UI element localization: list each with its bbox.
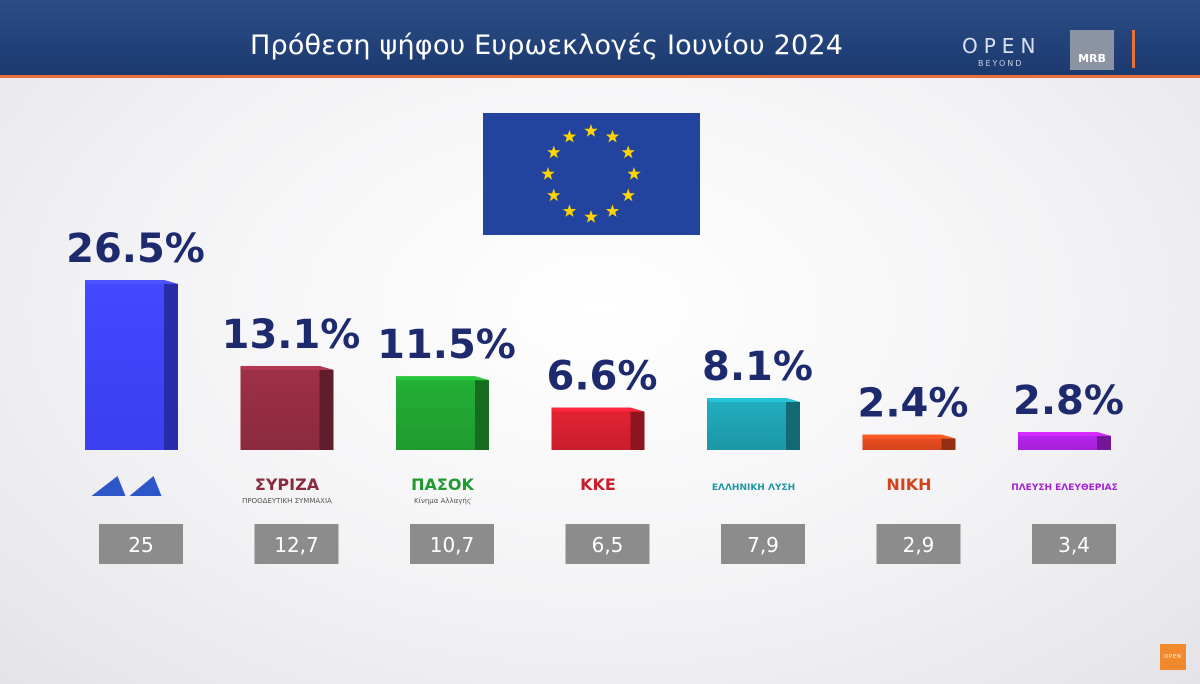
header-bar: Πρόθεση ψήφου Ευρωεκλογές Ιουνίου 2024 O… — [0, 0, 1200, 78]
nd-logo-icon — [129, 476, 162, 496]
bar — [551, 407, 631, 450]
bar-top — [85, 280, 178, 284]
previous-value-box — [721, 524, 805, 564]
value-label: 8.1% — [702, 344, 813, 390]
party-logo-text: ΣΥΡΙΖΑ — [255, 475, 320, 494]
previous-value-box — [876, 524, 961, 564]
previous-value-label: 7,9 — [747, 533, 779, 557]
eu-star-icon — [547, 145, 561, 159]
bar-top — [551, 407, 645, 412]
eu-star-icon — [562, 204, 577, 217]
value-label: 2.8% — [1013, 378, 1124, 424]
brand-beyond-text: BEYOND — [978, 59, 1024, 68]
bar — [240, 365, 320, 450]
bar-group: 13.1% ΣΥΡΙΖΑ ΠΡΟΟΔΕΥΤΙΚΗ ΣΥΜΜΑΧΙΑ 12,7 — [222, 312, 361, 564]
bar-group: 26.5% 25 — [66, 226, 205, 564]
value-label: 6.6% — [547, 354, 658, 400]
bar-top — [862, 434, 956, 439]
value-label: 26.5% — [66, 226, 205, 272]
bar-side — [1097, 432, 1111, 450]
eu-star-icon — [605, 129, 620, 143]
bar-group: 2.4% ΝΙΚΗ 2,9 — [858, 381, 969, 564]
bar-group: 2.8% ΠΛΕΥΣΗ ΕΛΕΥΘΕΡΙΑΣ 3,4 — [1011, 378, 1124, 564]
previous-value-label: 25 — [128, 533, 153, 557]
bar-side — [164, 280, 178, 450]
previous-value-box — [565, 524, 650, 564]
eu-star-icon — [547, 188, 561, 202]
eu-star-icon — [541, 167, 555, 180]
eu-star-icon — [621, 145, 635, 159]
brand-divider — [1132, 30, 1135, 68]
bar-side — [630, 407, 645, 450]
previous-value-box — [410, 524, 494, 564]
previous-value-box — [99, 524, 183, 564]
party-logo-text: ΕΛΛΗΝΙΚΗ ΛΥΣΗ — [712, 483, 795, 493]
bar — [396, 376, 475, 450]
bar — [85, 280, 164, 450]
party-logo-text: ΝΙΚΗ — [886, 475, 931, 494]
eu-star-icon — [605, 204, 620, 217]
party-logo-text: ΠΛΕΥΣΗ ΕΛΕΥΘΕΡΙΑΣ — [1011, 483, 1118, 493]
bar-side — [786, 398, 800, 450]
previous-value-box — [1032, 524, 1116, 564]
nd-logo-icon — [91, 476, 126, 496]
eu-flag-stars — [541, 124, 641, 223]
party-logo-text: ΚΚΕ — [580, 475, 616, 494]
previous-value-box — [254, 524, 339, 564]
bar — [1018, 432, 1097, 450]
previous-value-label: 3,4 — [1058, 533, 1090, 557]
bar-side — [319, 365, 334, 450]
eu-star-icon — [621, 188, 635, 202]
previous-value-label: 12,7 — [274, 533, 319, 557]
eu-star-icon — [584, 210, 598, 223]
eu-star-icon — [627, 167, 641, 180]
brand-open-logo: OPEN — [962, 34, 1042, 58]
brand-mrb-logo: MRB — [1070, 30, 1114, 70]
party-logo-subtext: ΠΡΟΟΔΕΥΤΙΚΗ ΣΥΜΜΑΧΙΑ — [242, 497, 332, 505]
bar-top — [1018, 432, 1111, 437]
bar-top — [707, 398, 800, 403]
value-label: 2.4% — [858, 381, 969, 427]
value-label: 13.1% — [222, 312, 361, 358]
party-logo-subtext: Κίνημα Αλλαγής — [414, 497, 471, 505]
eu-star-icon — [584, 124, 598, 137]
eu-flag-icon — [483, 113, 700, 235]
bar-group: 8.1% ΕΛΛΗΝΙΚΗ ΛΥΣΗ 7,9 — [702, 344, 813, 564]
corner-open-logo: OPEN — [1160, 644, 1186, 670]
eu-star-icon — [562, 129, 577, 143]
page-title: Πρόθεση ψήφου Ευρωεκλογές Ιουνίου 2024 — [250, 30, 844, 61]
previous-value-label: 10,7 — [430, 533, 475, 557]
value-label: 11.5% — [377, 322, 516, 368]
bar-group: 6.6% ΚΚΕ 6,5 — [547, 354, 658, 564]
party-logo-text: ΠΑΣΟΚ — [411, 475, 474, 494]
bar — [707, 398, 786, 450]
previous-value-label: 2,9 — [903, 533, 935, 557]
bar-group: 11.5% ΠΑΣΟΚ Κίνημα Αλλαγής 10,7 — [377, 322, 516, 564]
bar-top — [396, 376, 489, 381]
bar-side — [475, 376, 489, 450]
bar-top — [240, 365, 334, 370]
previous-value-label: 6,5 — [592, 533, 624, 557]
